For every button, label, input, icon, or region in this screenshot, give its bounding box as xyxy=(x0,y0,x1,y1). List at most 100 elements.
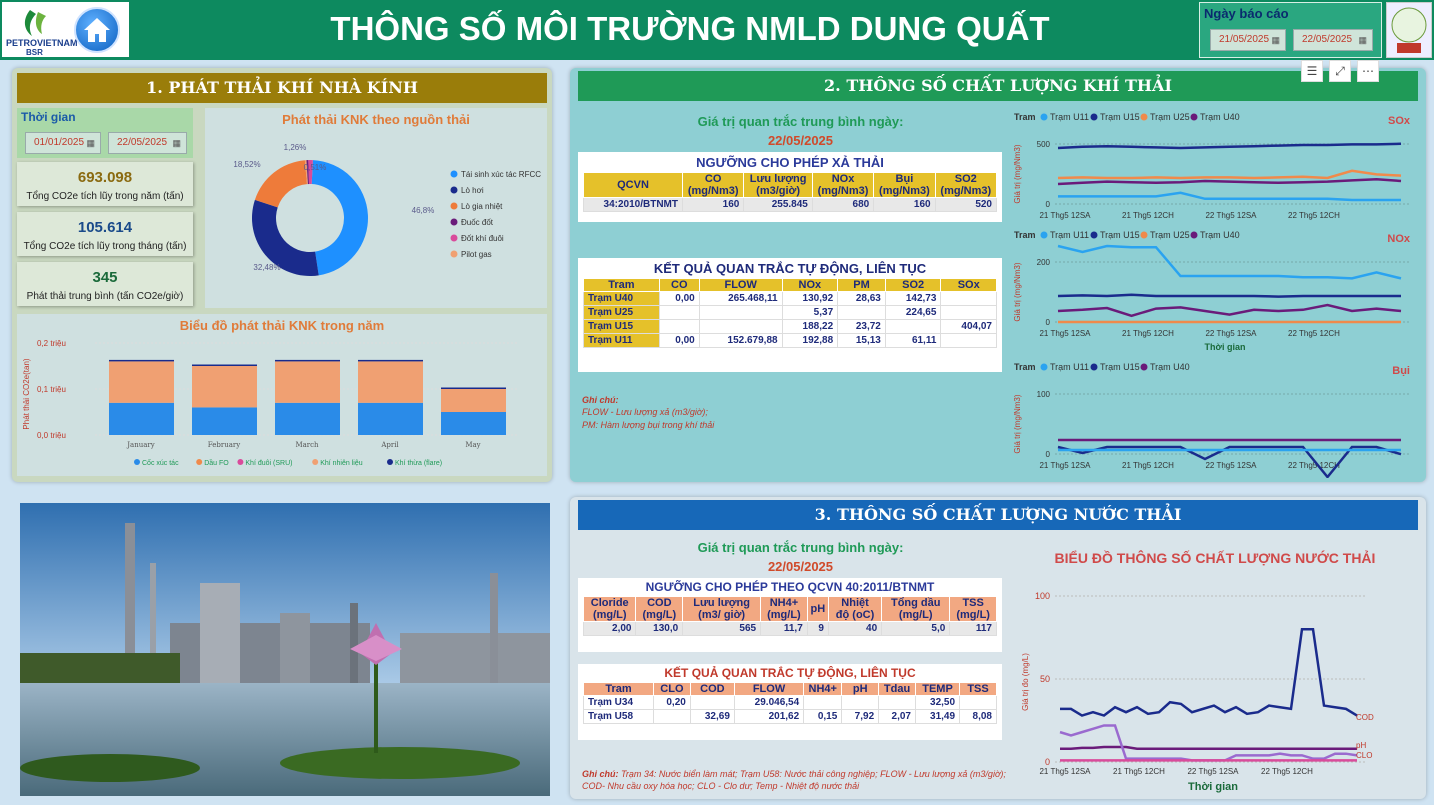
table-cell: Trạm U40 xyxy=(583,291,660,306)
bar-segment xyxy=(109,361,174,403)
chart-title: NOx xyxy=(1387,233,1411,245)
legend-title: Tram xyxy=(1014,230,1036,240)
donut-label: 32,48% xyxy=(253,263,280,272)
y-axis-label: Phát thải CO2e(tan) xyxy=(22,358,31,429)
table-header[interactable]: Tram xyxy=(583,278,660,292)
table-cell xyxy=(652,709,691,724)
focus-mode-icon[interactable]: ⤢ xyxy=(1329,60,1351,82)
report-to-input[interactable]: 22/05/2025 ▦ xyxy=(1293,29,1373,51)
bar-chart-title: Biểu đồ phát thải KNK trong năm xyxy=(179,318,385,333)
legend-label: Cốc xúc tác xyxy=(142,458,179,467)
table-header[interactable]: SO2 (mg/Nm3) xyxy=(934,172,998,198)
time-to-input[interactable]: 22/05/2025 ▦ xyxy=(108,132,187,154)
table-cell xyxy=(803,695,843,710)
bar-segment xyxy=(441,387,506,389)
y-tick: 50 xyxy=(1040,674,1050,684)
table-row: Trạm U11 0,00 152.679,88 192,88 15,13 61,11 xyxy=(583,333,997,348)
donut-slice xyxy=(306,160,310,185)
donut-slice xyxy=(311,160,369,276)
legend-marker xyxy=(450,186,458,194)
table-header[interactable]: NH4+ (mg/L) xyxy=(760,596,808,622)
table-header[interactable]: COD (mg/L) xyxy=(635,596,684,622)
bar-segment xyxy=(441,412,506,435)
table-header[interactable]: QCVN xyxy=(583,172,683,198)
legend-label: Trạm U11 xyxy=(1050,112,1089,122)
table-header[interactable]: pH xyxy=(841,682,880,696)
report-to-value: 22/05/2025 xyxy=(1302,34,1353,45)
table-header[interactable]: TSS xyxy=(959,682,997,696)
page-title: THÔNG SỐ MÔI TRƯỜNG NMLD DUNG QUẤT xyxy=(330,10,1050,47)
series-line xyxy=(1057,445,1402,478)
home-button[interactable] xyxy=(74,7,120,53)
table-cell: 15,13 xyxy=(837,333,886,348)
series-label: COD xyxy=(1356,713,1374,722)
table-cell: 29.046,54 xyxy=(733,695,805,710)
table-header[interactable]: Lưu lượng (m3/giờ) xyxy=(743,172,813,198)
table-cell: 152.679,88 xyxy=(698,333,783,348)
calendar-icon: ▦ xyxy=(1271,35,1280,45)
table-header[interactable]: CO xyxy=(658,278,700,292)
x-axis-label: Thời gian xyxy=(1205,342,1246,352)
legend-marker xyxy=(196,459,203,465)
x-tick: 21 Thg5 12SA xyxy=(1039,211,1091,220)
table-header[interactable]: CO (mg/Nm3) xyxy=(681,172,745,198)
kpi-card-year: 693.098 Tổng CO2e tích lũy trong năm (tấn… xyxy=(17,162,193,206)
kpi-month-value: 105.614 xyxy=(77,219,133,236)
legend-marker xyxy=(1090,231,1098,239)
air-limit-table: QCVN CO (mg/Nm3) Lưu lượng (m3/giờ) NOx (mg… xyxy=(583,172,998,212)
table-header[interactable]: SO2 xyxy=(884,278,942,292)
table-header[interactable]: CLO xyxy=(652,682,691,696)
kpi-year-desc: Tổng CO2e tích lũy trong năm (tấn) xyxy=(26,191,184,202)
table-header[interactable]: Tram xyxy=(583,682,654,696)
organization-logo xyxy=(1386,2,1432,58)
table-header[interactable]: NOx (mg/Nm3) xyxy=(811,172,875,198)
time-from-input[interactable]: 01/01/2025 ▦ xyxy=(25,132,101,154)
logo-text: PETROVIETNAM xyxy=(6,38,78,48)
table-header[interactable]: Bụi (mg/Nm3) xyxy=(873,172,936,198)
table-header[interactable]: FLOW xyxy=(733,682,805,696)
legend-label: Khí đuôi (SRU) xyxy=(245,460,292,467)
y-tick: 0 xyxy=(1046,450,1051,459)
table-cell: Trạm U11 xyxy=(583,333,660,348)
y-tick: 0,2 triệu xyxy=(37,339,66,348)
table-header[interactable]: PM xyxy=(837,278,886,292)
y-axis-label: Giá trị (mg/Nm3) xyxy=(1013,394,1022,453)
table-cell: Trạm U25 xyxy=(583,305,660,320)
table-header[interactable]: SOx xyxy=(940,278,997,292)
table-header[interactable]: COD xyxy=(689,682,735,696)
legend-marker xyxy=(1040,231,1048,239)
x-tick: February xyxy=(208,441,240,449)
legend-marker xyxy=(1140,231,1148,239)
table-header[interactable]: Lưu lượng (m3/ giờ) xyxy=(682,596,762,622)
table-header[interactable]: pH xyxy=(806,596,829,622)
table-header[interactable]: TEMP xyxy=(914,682,961,696)
series-line xyxy=(1058,191,1401,202)
table-header[interactable]: NOx xyxy=(781,278,839,292)
table-header[interactable]: Tdau xyxy=(878,682,916,696)
filter-icon[interactable]: ☰ xyxy=(1301,60,1323,82)
series-line xyxy=(1057,303,1402,318)
bar-segment xyxy=(358,361,423,403)
table-cell: 61,11 xyxy=(884,333,942,348)
table-cell: 31,49 xyxy=(914,709,961,724)
air-note-2: PM: Hàm lượng bụi trong khí thải xyxy=(582,420,715,430)
table-header[interactable]: NH4+ xyxy=(803,682,843,696)
table-cell: 5,37 xyxy=(781,305,839,320)
report-from-input[interactable]: 21/05/2025 ▦ xyxy=(1210,29,1286,51)
more-options-icon[interactable]: ⋯ xyxy=(1357,60,1379,82)
table-header[interactable]: Tổng dầu (mg/L) xyxy=(881,596,951,622)
legend-marker xyxy=(1040,363,1048,371)
donut-slice xyxy=(308,160,313,185)
air-auto-table: Tram CO FLOW NOx PM SO2 SOx Trạm U40 0,00 265.468… xyxy=(583,278,997,348)
x-tick: 22 Thg5 12SA xyxy=(1205,461,1257,470)
gas-line-charts: Tram Trạm U11 Trạm U15 Trạm U25 Trạm U40 SOx G… xyxy=(1013,112,1411,478)
air-note-1: FLOW - Lưu lượng xả (m3/giờ); xyxy=(582,407,708,417)
table-header[interactable]: Nhiệt độ (oC) xyxy=(827,596,883,622)
table-header[interactable]: TSS (mg/L) xyxy=(949,596,997,622)
legend-marker xyxy=(1040,113,1048,121)
table-cell: 404,07 xyxy=(940,319,997,334)
table-header[interactable]: Cloride (mg/L) xyxy=(582,596,637,622)
table-header[interactable]: FLOW xyxy=(698,278,783,292)
table-cell xyxy=(884,319,942,334)
table-cell xyxy=(658,305,700,320)
